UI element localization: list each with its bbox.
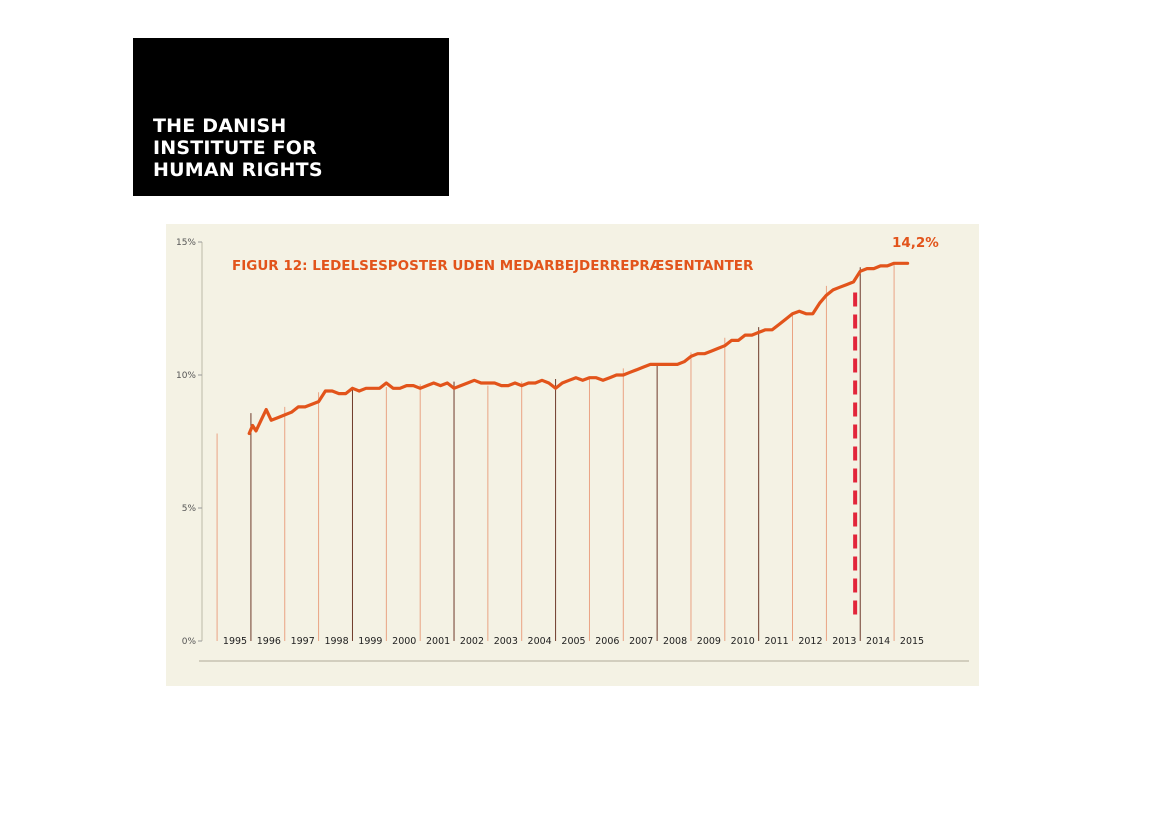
x-tick-label: 2005 — [561, 636, 585, 647]
x-tick-label: 2014 — [866, 636, 890, 647]
x-tick-label: 2012 — [798, 636, 822, 647]
y-tick-label: 15% — [176, 238, 196, 248]
x-tick-label: 2011 — [765, 636, 789, 647]
y-tick-label: 5% — [182, 504, 197, 514]
x-tick-label: 2010 — [731, 636, 755, 647]
x-tick-label: 1996 — [257, 636, 281, 647]
x-tick-label: 2008 — [663, 636, 687, 647]
x-tick-label: 2013 — [832, 636, 856, 647]
series-line — [247, 261, 910, 436]
x-tick-label: 2003 — [494, 636, 518, 647]
chart-title: FIGUR 12: LEDELSESPOSTER UDEN MEDARBEJDE… — [232, 258, 754, 274]
x-tick-label: 2004 — [528, 636, 552, 647]
y-tick-label: 10% — [176, 371, 196, 381]
x-tick-label: 2000 — [392, 636, 416, 647]
institute-logo: THE DANISH INSTITUTE FOR HUMAN RIGHTS — [133, 38, 449, 196]
x-tick-label: 1999 — [358, 636, 382, 647]
logo-line-3: HUMAN RIGHTS — [153, 159, 323, 181]
logo-text: THE DANISH INSTITUTE FOR HUMAN RIGHTS — [153, 115, 323, 181]
logo-line-2: INSTITUTE FOR — [153, 137, 317, 159]
logo-line-1: THE DANISH — [153, 115, 287, 137]
line-chart: 0% 5% 10% 15% 1995 1996 1997 1998 1999 2000 2001 2… — [176, 235, 969, 662]
x-tick-label: 2006 — [595, 636, 619, 647]
x-tick-label: 2015 — [900, 636, 924, 647]
chart-panel: 0% 5% 10% 15% 1995 1996 1997 1998 1999 2000 2001 2… — [166, 224, 979, 686]
x-tick-label: 2001 — [426, 636, 450, 647]
end-value-label: 14,2% — [892, 235, 939, 251]
x-tick-label: 1995 — [223, 636, 247, 647]
x-tick-label: 2009 — [697, 636, 721, 647]
y-tick-label: 0% — [182, 637, 197, 647]
x-tick-label: 1998 — [324, 636, 348, 647]
x-tick-label: 2007 — [629, 636, 653, 647]
x-tick-label: 2002 — [460, 636, 484, 647]
x-tick-label: 1997 — [291, 636, 315, 647]
